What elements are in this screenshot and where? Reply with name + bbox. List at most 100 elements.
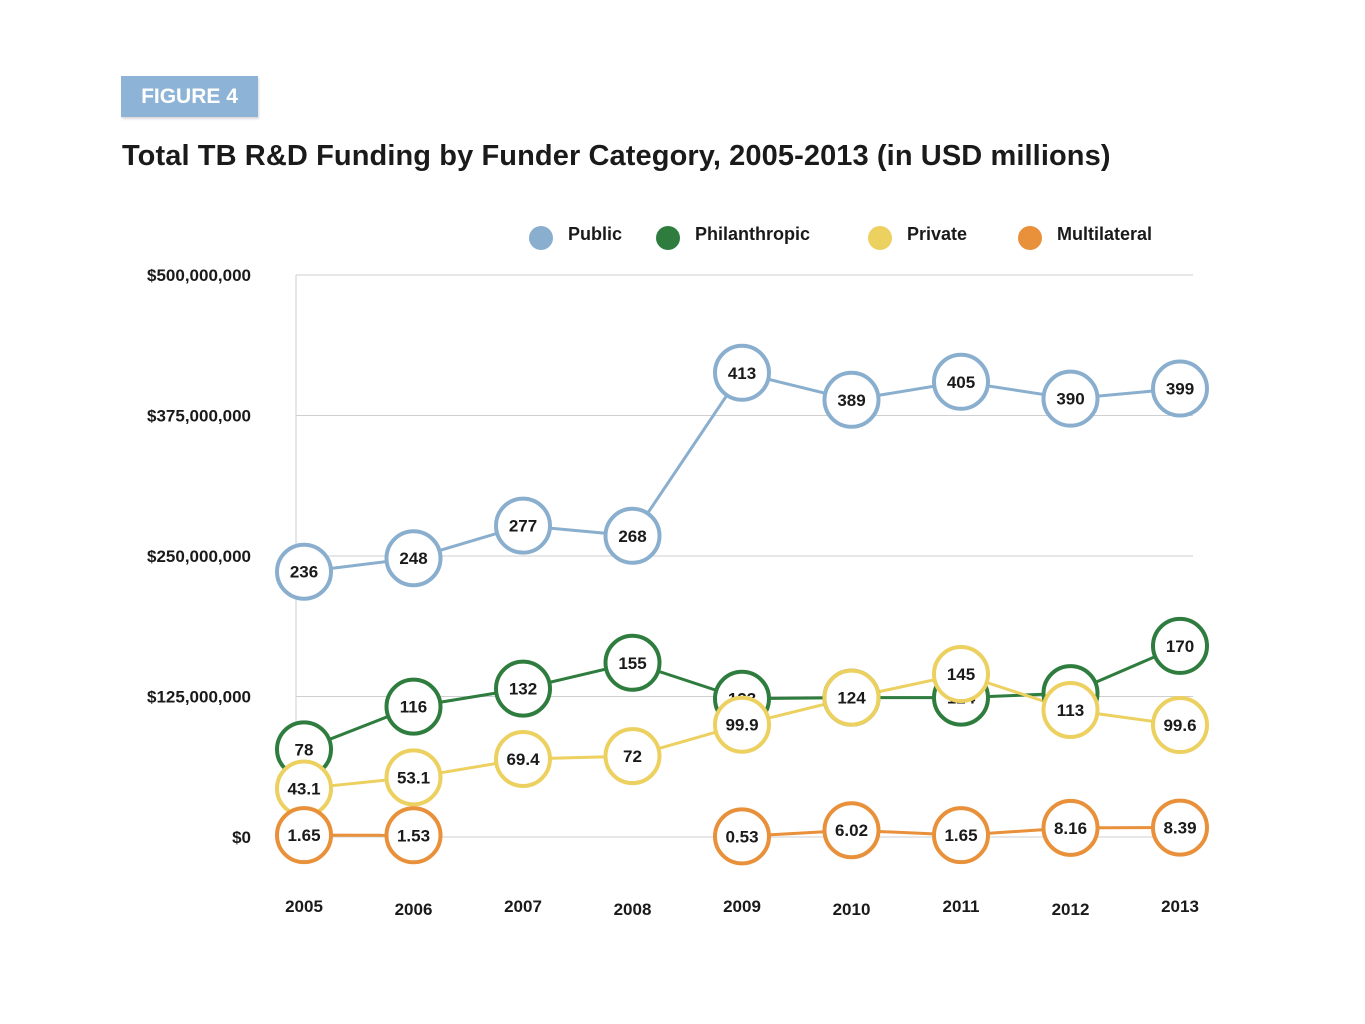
x-tick-label: 2013 <box>1161 897 1199 916</box>
legend-item-public: Public <box>529 224 622 250</box>
x-tick-label: 2012 <box>1052 900 1090 919</box>
point-marker <box>932 645 990 704</box>
data-point-multilateral: 8.16 <box>1041 798 1100 857</box>
point-marker <box>1151 616 1209 675</box>
data-point-multilateral: 8.39 <box>1151 798 1209 857</box>
y-tick-label: $375,000,000 <box>147 407 251 426</box>
data-point-private: 53.1 <box>384 748 443 807</box>
data-label: 124 <box>837 689 866 708</box>
point-marker <box>713 807 771 866</box>
point-marker <box>384 806 443 865</box>
data-point-public: 399 <box>1151 359 1209 418</box>
point-marker <box>822 668 881 727</box>
legend-swatch <box>1018 226 1042 250</box>
point-marker <box>1041 369 1100 428</box>
point-marker <box>275 806 333 865</box>
legend: Public Philanthropic Private Multilateral <box>529 224 1152 250</box>
point-marker <box>384 529 443 588</box>
legend-item-private: Private <box>868 224 967 250</box>
data-label: 268 <box>618 527 646 546</box>
data-label: 390 <box>1056 390 1084 409</box>
data-point-private: 113 <box>1041 680 1100 739</box>
point-marker <box>1151 798 1209 857</box>
data-label: 53.1 <box>397 768 430 787</box>
data-point-private: 124 <box>822 668 881 727</box>
data-point-multilateral: 0.53 <box>713 807 771 866</box>
axis-labels: $0 $125,000,000 $250,000,000 $375,000,000 $5… <box>147 266 1199 919</box>
data-point-philanthropic: 78 <box>275 720 333 779</box>
point-marker <box>494 496 552 555</box>
x-tick-label: 2011 <box>943 897 980 916</box>
data-label: 1.65 <box>944 826 977 845</box>
x-tick-label: 2006 <box>395 900 433 919</box>
data-label: 236 <box>290 563 318 582</box>
data-label: 99.9 <box>725 716 758 735</box>
data-point-philanthropic: 132 <box>494 659 552 718</box>
y-tick-label: $0 <box>232 828 251 847</box>
point-marker <box>1151 359 1209 418</box>
point-marker <box>494 729 552 788</box>
data-label: 0.53 <box>725 827 758 846</box>
data-label: 170 <box>1166 637 1194 656</box>
data-label: 399 <box>1166 380 1194 399</box>
data-point-multilateral: 6.02 <box>822 801 881 860</box>
legend-label: Multilateral <box>1057 224 1152 244</box>
data-label: 8.39 <box>1163 819 1196 838</box>
data-point-private: 72 <box>603 727 662 786</box>
point-marker <box>384 677 443 736</box>
x-tick-label: 2008 <box>614 900 652 919</box>
data-point-public: 268 <box>603 506 662 565</box>
data-label: 6.02 <box>835 821 868 840</box>
point-marker <box>822 370 881 429</box>
data-point-public: 405 <box>932 352 990 411</box>
data-point-philanthropic: 155 <box>603 633 662 692</box>
data-label: 277 <box>509 517 537 536</box>
point-marker <box>822 801 881 860</box>
x-tick-label: 2007 <box>504 897 542 916</box>
x-tick-label: 2005 <box>285 897 323 916</box>
legend-label: Private <box>907 224 967 244</box>
point-marker <box>713 695 771 754</box>
data-label: 113 <box>1057 701 1084 720</box>
point-marker <box>932 352 990 411</box>
data-point-public: 277 <box>494 496 552 555</box>
legend-item-multilateral: Multilateral <box>1018 224 1152 250</box>
legend-swatch <box>868 226 892 250</box>
y-tick-label: $250,000,000 <box>147 547 251 566</box>
data-label: 78 <box>295 740 314 759</box>
data-label: 43.1 <box>287 780 320 799</box>
point-marker <box>603 506 662 565</box>
data-label: 145 <box>947 665 975 684</box>
legend-label: Public <box>568 224 622 244</box>
y-tick-label: $125,000,000 <box>147 688 251 707</box>
legend-swatch <box>656 226 680 250</box>
data-label: 8.16 <box>1054 819 1087 838</box>
series-points: 236 248 277 268 413 389 405 390 399 78 116 132 155 12… <box>275 343 1209 866</box>
legend-label: Philanthropic <box>695 224 810 244</box>
data-label: 1.53 <box>397 826 430 845</box>
data-label: 389 <box>837 391 865 410</box>
data-point-philanthropic: 116 <box>384 677 443 736</box>
point-marker <box>1041 798 1100 857</box>
chart-title: Total TB R&D Funding by Funder Category,… <box>122 140 1111 172</box>
x-tick-label: 2010 <box>833 900 871 919</box>
data-point-private: 99.9 <box>713 695 771 754</box>
data-point-public: 236 <box>275 542 333 601</box>
data-point-multilateral: 1.65 <box>275 806 333 865</box>
data-point-private: 99.6 <box>1151 696 1209 755</box>
point-marker <box>713 343 771 402</box>
data-point-philanthropic: 170 <box>1151 616 1209 675</box>
point-marker <box>603 633 662 692</box>
data-label: 248 <box>399 549 427 568</box>
data-label: 72 <box>623 747 642 766</box>
data-point-multilateral: 1.53 <box>384 806 443 865</box>
data-label: 99.6 <box>1163 716 1196 735</box>
data-point-public: 248 <box>384 529 443 588</box>
legend-item-philanthropic: Philanthropic <box>656 224 810 250</box>
data-label: 116 <box>400 698 427 717</box>
data-label: 69.4 <box>506 750 540 769</box>
point-marker <box>1041 680 1100 739</box>
point-marker <box>275 542 333 601</box>
x-tick-label: 2009 <box>723 897 761 916</box>
